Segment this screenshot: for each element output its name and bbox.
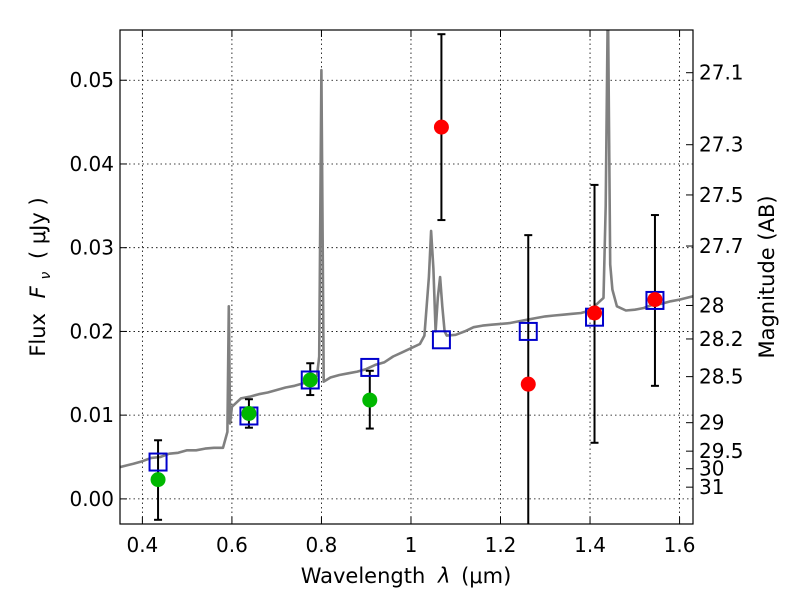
y-axis-label-text: Flux <box>26 313 50 357</box>
x-tick-label: 1.2 <box>485 533 517 557</box>
mag-tick-label: 27.7 <box>699 234 744 258</box>
mag-tick-label: 28 <box>699 293 724 317</box>
model-square <box>148 452 168 472</box>
mag-tick-label: 31 <box>699 475 724 499</box>
y-tick-label: 0.04 <box>69 152 114 176</box>
x-tick-label: 1.6 <box>664 533 696 557</box>
mag-tick-label: 29.5 <box>699 439 744 463</box>
data-point <box>520 376 536 392</box>
y-axis-label-unit: ( μJy ) <box>26 197 50 259</box>
y-tick-label: 0.00 <box>69 487 114 511</box>
x-tick-label: 0.4 <box>126 533 158 557</box>
model-square <box>300 370 320 390</box>
data-point <box>647 292 663 308</box>
spectrum-line <box>120 30 693 469</box>
x-axis-label-unit: (μm) <box>461 564 511 588</box>
y-axis-label-subscript: ν <box>38 272 54 280</box>
y-tick-label: 0.01 <box>69 403 114 427</box>
y-tick-label: 0.05 <box>69 68 114 92</box>
y-tick-label: 0.02 <box>69 319 114 343</box>
x-axis-label: Wavelength λ (μm) <box>301 564 512 588</box>
model-square <box>518 321 538 341</box>
mag-tick-label: 28.2 <box>699 327 744 351</box>
x-axis-label-symbol: λ <box>437 564 450 588</box>
mag-tick-label: 28.5 <box>699 365 744 389</box>
x-tick-label: 1.4 <box>574 533 606 557</box>
y-axis-label-symbol: F <box>26 285 50 298</box>
data-point <box>150 472 166 488</box>
plot-frame <box>119 29 694 525</box>
mag-tick-label: 27.5 <box>699 183 744 207</box>
tick-labels: 0.4 0.6 0.8 1 1.2 1.4 1.6 0.00 0.01 0.02 0.03 0.04 0… <box>69 61 743 557</box>
mag-tick-label: 27.1 <box>699 61 744 85</box>
y2-axis-label: Magnitude (AB) <box>755 195 779 358</box>
ticks <box>120 30 693 524</box>
model-square <box>645 290 665 310</box>
mag-tick-label: 30 <box>699 457 724 481</box>
data-point <box>587 305 603 321</box>
x-tick-label: 0.6 <box>216 533 248 557</box>
data-point <box>302 372 318 388</box>
model-square <box>360 357 380 377</box>
x-tick-label: 0.8 <box>306 533 338 557</box>
model-square <box>431 330 451 350</box>
data-point <box>241 405 257 421</box>
y-axis-label: Flux F ν ( μJy ) <box>26 197 55 356</box>
mag-tick-label: 29 <box>699 411 724 435</box>
x-axis-label-text: Wavelength <box>301 564 426 588</box>
mag-tick-label: 27.3 <box>699 133 744 157</box>
data-point <box>433 119 449 135</box>
plot-content <box>120 30 693 524</box>
data-point <box>362 392 378 408</box>
y-tick-label: 0.03 <box>69 236 114 260</box>
x-tick-label: 1 <box>405 533 418 557</box>
